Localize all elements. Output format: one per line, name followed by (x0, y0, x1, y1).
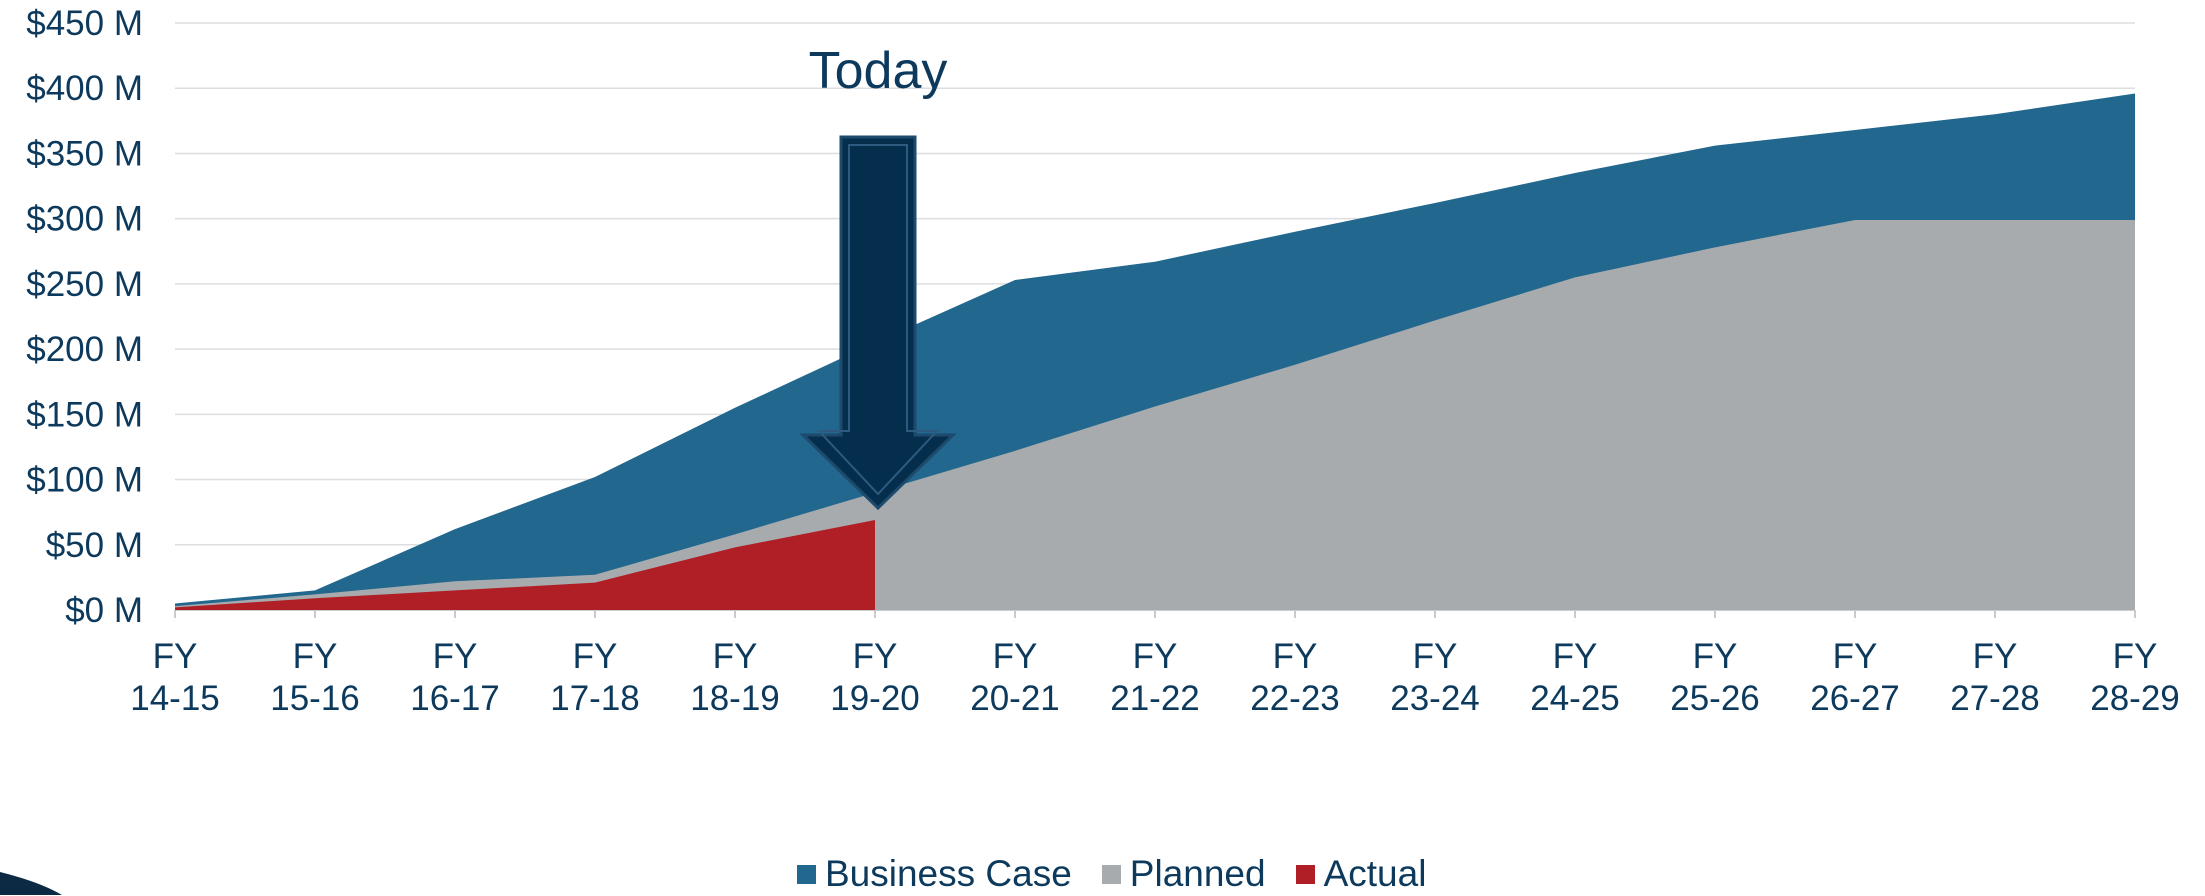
today-arrow-inner-outline (816, 144, 940, 496)
y-tick-label: $300 M (26, 200, 143, 239)
x-tick-label: FY 14-15 (130, 637, 220, 718)
x-tick-label: FY 26-27 (1810, 637, 1900, 718)
legend-item-planned: Planned (1101, 853, 1266, 895)
legend-item-actual: Actual (1295, 853, 1427, 895)
x-tick-label: FY 21-22 (1110, 637, 1200, 718)
legend-label-planned: Planned (1129, 853, 1266, 894)
x-tick-label: FY 28-29 (2090, 637, 2180, 718)
legend-swatch-planned (1101, 864, 1121, 884)
y-tick-label: $50 M (46, 526, 143, 565)
y-tick-label: $0 M (65, 591, 143, 630)
today-arrow-icon (799, 135, 957, 511)
y-tick-label: $450 M (26, 4, 143, 43)
y-tick-label: $100 M (26, 461, 143, 500)
y-tick-label: $150 M (26, 395, 143, 434)
today-label: Today (809, 42, 948, 100)
x-tick-label: FY 20-21 (970, 637, 1060, 718)
y-axis: $0 M $50 M $100 M $150 M $200 M $250 M $300 M $… (26, 4, 143, 630)
x-tick-label: FY 18-19 (690, 637, 780, 718)
x-tick-label: FY 15-16 (270, 637, 360, 718)
y-tick-label: $350 M (26, 134, 143, 173)
x-tick-label: FY 17-18 (550, 637, 640, 718)
legend-swatch-business-case (797, 864, 816, 884)
y-tick-label: $400 M (26, 69, 143, 108)
y-tick-label: $200 M (26, 330, 143, 369)
x-tick-label: FY 27-28 (1950, 637, 2040, 718)
legend-label-actual: Actual (1323, 853, 1427, 894)
y-tick-label: $250 M (26, 265, 143, 304)
x-tick-label: FY 25-26 (1670, 637, 1760, 718)
x-tick-label: FY 22-23 (1250, 637, 1340, 718)
series-areas (175, 93, 2135, 610)
legend-label-business-case: Business Case (825, 853, 1072, 894)
legend-swatch-actual (1295, 864, 1315, 884)
x-axis: FY 14-15 FY 15-16 FY 16-17 FY 17-18 FY 18-19 FY 19-… (130, 610, 2180, 718)
x-tick-label: FY 19-20 (830, 637, 920, 718)
x-tick-label: FY 23-24 (1390, 637, 1480, 718)
x-tick-label: FY 16-17 (410, 637, 500, 718)
area-planned (175, 219, 2135, 610)
legend-item-business-case: Business Case (797, 853, 1072, 895)
area-actual (175, 519, 875, 610)
x-tick-label: FY 24-25 (1530, 637, 1620, 718)
today-annotation: Today (799, 42, 957, 511)
legend: Business Case Planned Actual (797, 852, 1426, 896)
